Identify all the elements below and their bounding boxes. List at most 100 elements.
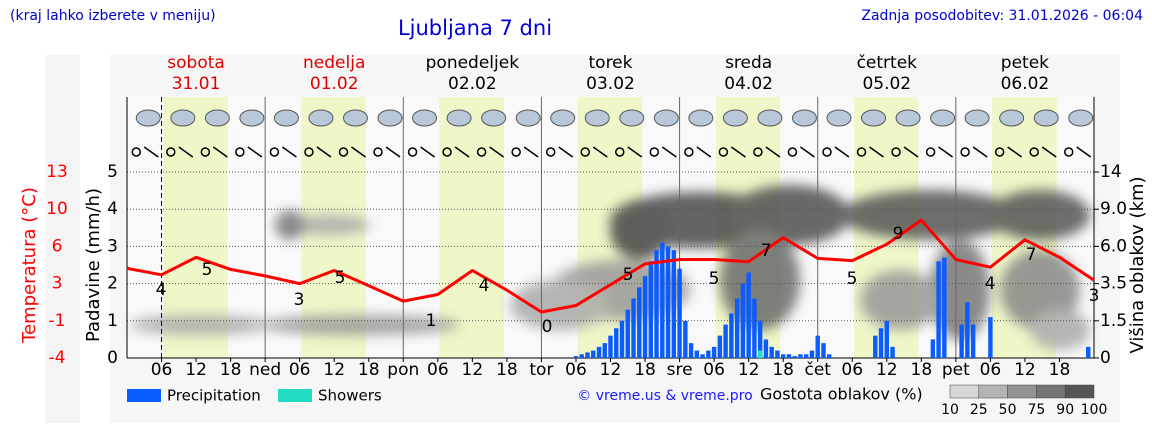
y-tick-label: 1	[107, 311, 118, 331]
x-tick-label: 12	[185, 360, 207, 380]
day-date: 05.02	[862, 74, 911, 94]
x-tick-label: 12	[323, 360, 345, 380]
y-tick-label: 3	[107, 236, 118, 256]
legend-swatch	[127, 389, 161, 402]
precip-bar	[591, 350, 596, 358]
wind-barb	[523, 146, 539, 158]
precip-bar	[619, 320, 625, 358]
weather-icon	[308, 109, 334, 127]
cloud-legend-title: Gostota oblakov (%)	[760, 385, 923, 404]
wind-barb	[454, 146, 470, 158]
precip-bar	[688, 343, 694, 358]
precip-bar	[654, 250, 659, 358]
y2-axis-title: Višina oblakov (km)	[1127, 176, 1148, 353]
weather-icon	[722, 109, 748, 127]
precip-bar	[1086, 346, 1091, 358]
cloud-blob	[1030, 310, 1090, 350]
temp-axis-title: Temperatura (°C)	[19, 187, 40, 344]
day-date: 06.02	[1001, 74, 1050, 94]
weather-icon	[757, 109, 783, 127]
precip-bar	[959, 324, 964, 358]
cloud-blob	[610, 200, 670, 260]
y-tick-label: 0	[107, 348, 118, 368]
precip-bar	[602, 343, 607, 358]
wind-icon	[304, 147, 314, 157]
x-tick-label: 18	[220, 360, 242, 380]
wind-icon	[338, 147, 349, 157]
cloud-tick-label: 25	[970, 402, 988, 418]
day-date: 31.01	[172, 74, 221, 94]
wind-barb	[178, 146, 194, 158]
note: (kraj lahko izberete v meniju)	[10, 8, 216, 24]
weather-icon	[446, 109, 472, 127]
x-tick-label: 18	[634, 360, 656, 380]
precip-bar	[763, 339, 769, 358]
precip-bar	[821, 343, 826, 358]
temperature-line	[126, 218, 1095, 314]
wind-barb	[730, 146, 746, 158]
precip-bar	[711, 346, 717, 358]
wind-icon	[891, 147, 901, 157]
wind-barb	[351, 146, 366, 158]
wind-barb	[661, 146, 677, 158]
wind-barb	[903, 146, 919, 158]
x-tick-label: sre	[667, 360, 693, 380]
wind-icon	[166, 147, 176, 157]
precip-bar	[780, 354, 786, 358]
wind-barb	[627, 146, 643, 158]
precip-bar	[988, 317, 993, 358]
wind-barb	[1007, 146, 1023, 158]
precip-bar	[884, 320, 889, 358]
precip-bar	[746, 272, 751, 358]
temp-tick-label: 10	[46, 199, 68, 219]
weather-icon	[342, 109, 368, 127]
legend-label: Precipitation	[167, 387, 261, 405]
x-tick-label: 06	[841, 360, 863, 380]
cloud-swatch	[1036, 384, 1066, 399]
legend-label: Showers	[318, 387, 382, 405]
precip-bar	[878, 328, 884, 358]
temp-label: 3	[294, 290, 305, 310]
temp-label: 9	[893, 224, 904, 244]
precip-bar	[965, 302, 970, 358]
precip-bar	[671, 250, 677, 358]
cloud-blob	[130, 315, 270, 335]
temp-label: 5	[202, 260, 213, 280]
wind-icon	[476, 147, 487, 157]
wind-icon	[822, 147, 832, 157]
precip-bar	[700, 354, 705, 358]
wind-icon	[407, 147, 418, 157]
wind-barb	[281, 146, 297, 158]
y-axis-title: Padavine (mm/h)	[83, 188, 104, 342]
wind-barb	[247, 146, 263, 158]
precip-bar	[585, 352, 590, 358]
x-tick-label: 12	[1014, 360, 1036, 380]
x-tick-label: 12	[738, 360, 760, 380]
y2-tick-label: 0	[1100, 348, 1111, 368]
precip-bar	[706, 350, 711, 358]
wind-icon	[787, 147, 798, 157]
wind-icon	[580, 147, 590, 157]
wind-barb	[765, 146, 781, 158]
wind-icon	[925, 147, 936, 157]
precip-bar	[579, 354, 584, 358]
y-tick-label: 5	[107, 162, 118, 182]
wind-barb	[489, 146, 505, 158]
precip-bar	[775, 350, 780, 358]
weather-icon	[412, 109, 438, 127]
weather-icon	[377, 109, 403, 127]
wind-icon	[235, 147, 245, 157]
temp-tick-label: -4	[49, 348, 66, 368]
wind-icon	[511, 147, 521, 157]
x-tick-label: 06	[980, 360, 1002, 380]
precip-bar	[596, 346, 602, 358]
cloud-blob	[840, 190, 1020, 240]
precip-bar	[752, 298, 757, 358]
precip-bar	[769, 346, 774, 358]
wind-icon	[649, 147, 660, 157]
cloud-blob	[260, 315, 460, 335]
temp-label: 5	[623, 265, 634, 285]
cloud-blob	[860, 270, 940, 330]
y2-tick-label: 3.5	[1100, 274, 1127, 294]
